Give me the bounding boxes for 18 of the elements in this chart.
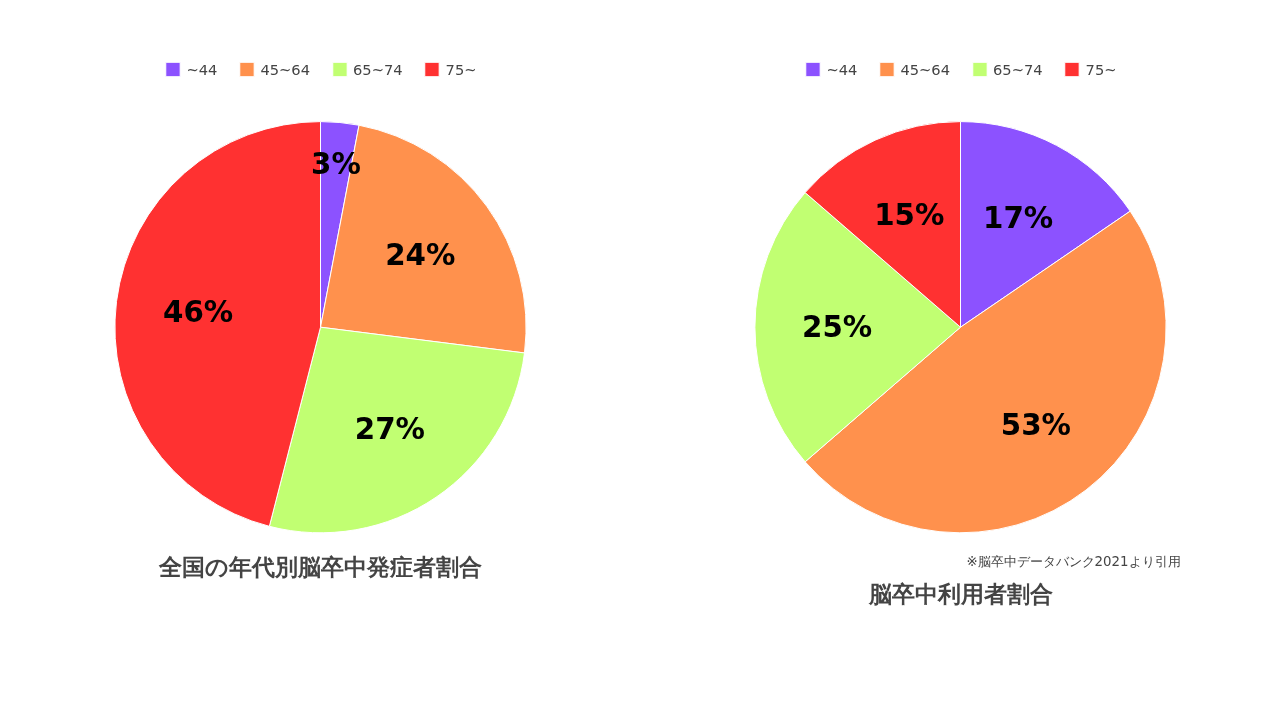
text: 全国の年代別脳卒中発症者割合 [158,553,482,580]
data-label: 24% [385,237,456,272]
legend-label: ~44 [186,60,218,78]
data-label: 53% [1000,407,1071,442]
legend-label: ~44 [826,60,858,78]
data-label: 15% [874,198,945,233]
text: 脳卒中利用者割合 [867,580,1053,607]
text: ※脳卒中データバンク2021より引用 [966,553,1181,569]
legend-label: 65~74 [353,60,403,78]
data-label: 46% [163,294,234,329]
legend-label: 75~ [445,60,477,78]
legend-label: 45~64 [260,60,310,78]
legend-label: 65~74 [993,60,1043,78]
data-label: 25% [802,310,873,345]
legend-label: 45~64 [900,60,950,78]
data-label: 17% [982,201,1054,236]
legend-label: 75~ [1085,60,1117,78]
data-label: 27% [354,411,425,446]
